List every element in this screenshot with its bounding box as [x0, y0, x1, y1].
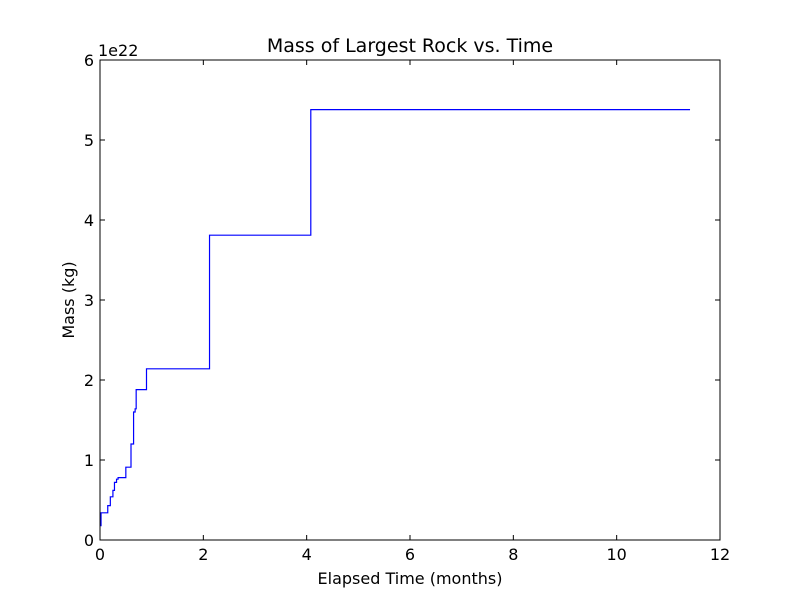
series-layer [100, 109, 691, 527]
y-tick-label: 0 [84, 531, 94, 550]
x-tick-label: 10 [606, 545, 626, 564]
y-axis-label: Mass (kg) [59, 261, 78, 338]
x-tick-label: 8 [508, 545, 518, 564]
y-tick-label: 6 [84, 51, 94, 70]
y-tick-label: 1 [84, 451, 94, 470]
x-axis-label: Elapsed Time (months) [318, 569, 503, 588]
y-tick-label: 5 [84, 131, 94, 150]
x-tick-label: 4 [302, 545, 312, 564]
y-tick-label: 4 [84, 211, 94, 230]
x-axis-ticks: 0 2 4 6 8 10 12 [95, 60, 730, 564]
y-tick-label: 3 [84, 291, 94, 310]
y-offset-text: 1e22 [98, 41, 138, 60]
x-tick-label: 0 [95, 545, 105, 564]
x-tick-label: 12 [710, 545, 730, 564]
x-tick-label: 6 [405, 545, 415, 564]
y-axis-ticks: 0 1 2 3 4 5 6 [84, 51, 720, 550]
x-tick-label: 2 [198, 545, 208, 564]
y-tick-label: 2 [84, 371, 94, 390]
plot-area-frame [99, 59, 721, 541]
chart-title: Mass of Largest Rock vs. Time [267, 35, 553, 57]
series-line [100, 109, 691, 527]
